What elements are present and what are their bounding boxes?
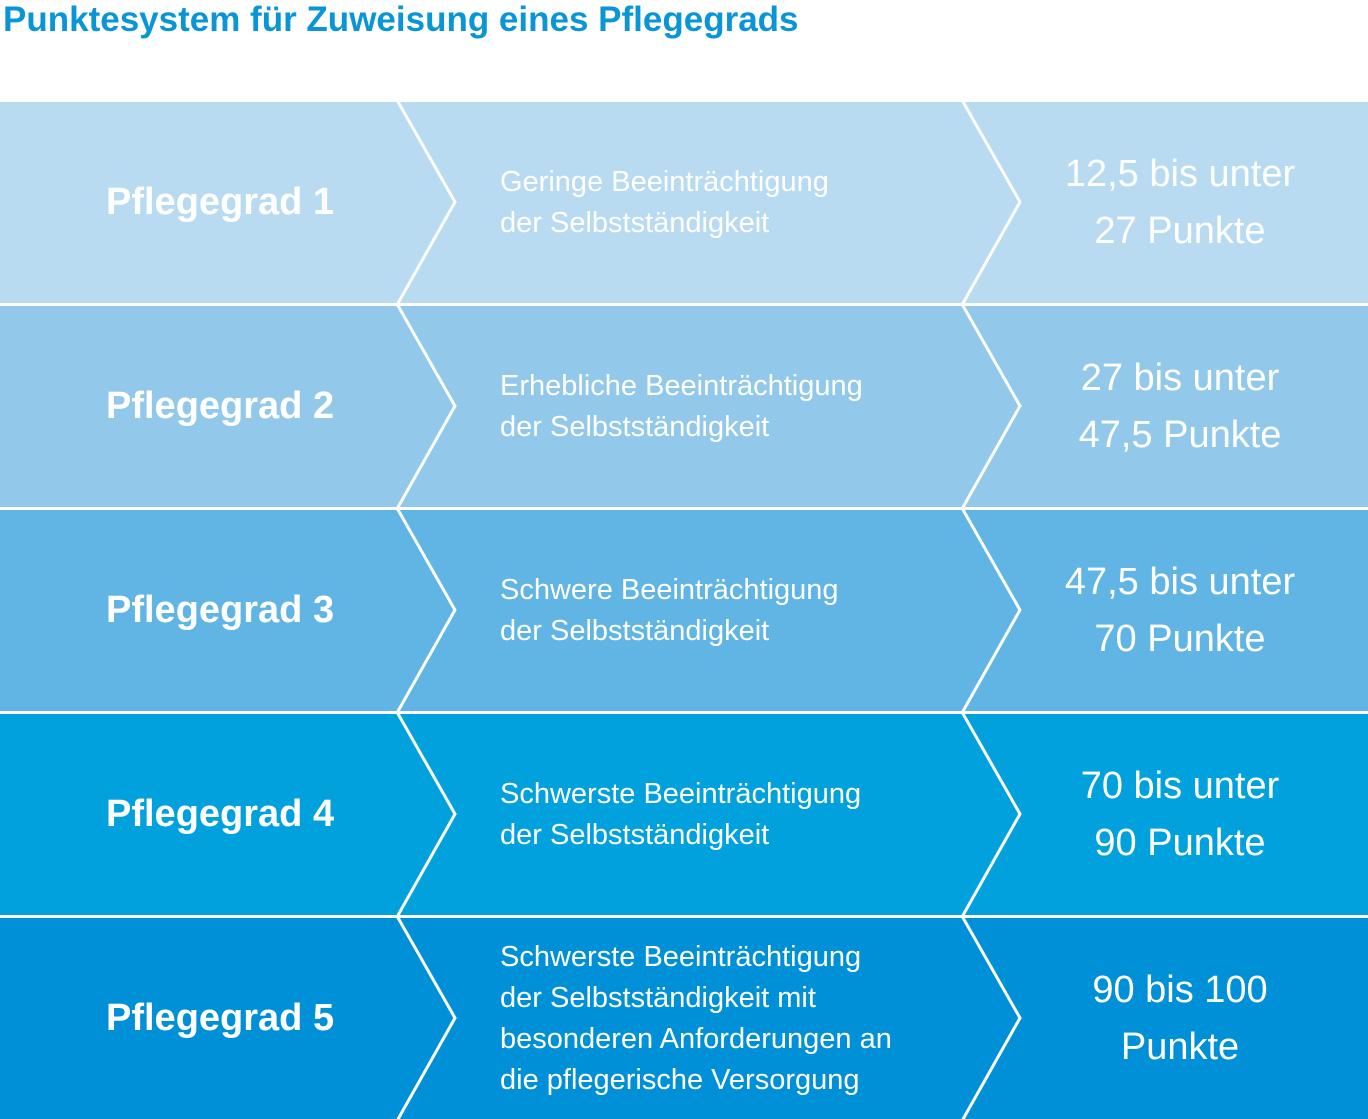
row-background bbox=[0, 510, 1368, 711]
row-fill bbox=[0, 510, 1368, 711]
chevron-divider bbox=[961, 918, 1022, 1119]
points-range: 47,5 bis unter 70 Punkte bbox=[1064, 560, 1296, 660]
grade-label: Pflegegrad 4 bbox=[106, 793, 335, 835]
chevron-divider bbox=[961, 306, 1022, 507]
points-range: 12,5 bis unter 27 Punkte bbox=[1064, 152, 1296, 252]
grade-description: Schwere Beeinträchtigung der Selbstständ… bbox=[500, 573, 839, 647]
row-fill bbox=[0, 102, 1368, 303]
row-fill bbox=[0, 306, 1368, 507]
grade-label: Pflegegrad 3 bbox=[106, 589, 335, 631]
grade-label: Pflegegrad 5 bbox=[106, 997, 335, 1039]
chevron-divider bbox=[396, 510, 457, 711]
grade-row: Pflegegrad 1 Geringe Beeinträchtigung de… bbox=[0, 102, 1368, 303]
row-background bbox=[0, 306, 1368, 507]
points-range: 70 bis unter 90 Punkte bbox=[1080, 764, 1280, 864]
page-title: Punktesystem für Zuweisung eines Pflegeg… bbox=[3, 0, 799, 39]
grade-row: Pflegegrad 5 Schwerste Beeinträchtigung … bbox=[0, 918, 1368, 1119]
grade-description: Geringe Beeinträchtigung der Selbstständ… bbox=[500, 165, 829, 239]
chevron-divider bbox=[961, 510, 1022, 711]
row-background bbox=[0, 918, 1368, 1119]
grade-description: Erhebliche Beeinträchtigung der Selbstst… bbox=[500, 369, 863, 443]
chevron-divider bbox=[396, 714, 457, 915]
row-background bbox=[0, 714, 1368, 915]
grade-description: Schwerste Beeinträchtigung der Selbststä… bbox=[500, 940, 892, 1096]
grade-row: Pflegegrad 4 Schwerste Beeinträchtigung … bbox=[0, 714, 1368, 915]
chevron-divider bbox=[396, 918, 457, 1119]
grade-label: Pflegegrad 1 bbox=[106, 181, 335, 223]
row-fill bbox=[0, 918, 1368, 1119]
grade-row: Pflegegrad 3 Schwere Beeinträchtigung de… bbox=[0, 510, 1368, 711]
chevron-divider bbox=[961, 714, 1022, 915]
chevron-divider bbox=[396, 102, 457, 303]
grade-description: Schwerste Beeinträchtigung der Selbststä… bbox=[500, 777, 862, 851]
points-range: 27 bis unter 47,5 Punkte bbox=[1078, 356, 1282, 456]
row-fill bbox=[0, 714, 1368, 915]
grade-label: Pflegegrad 2 bbox=[106, 385, 335, 427]
chevron-divider bbox=[961, 102, 1022, 303]
points-range: 90 bis 100 Punkte bbox=[1092, 968, 1268, 1068]
grade-row: Pflegegrad 2 Erhebliche Beeinträchtigung… bbox=[0, 306, 1368, 507]
row-background bbox=[0, 102, 1368, 303]
chevron-divider bbox=[396, 306, 457, 507]
